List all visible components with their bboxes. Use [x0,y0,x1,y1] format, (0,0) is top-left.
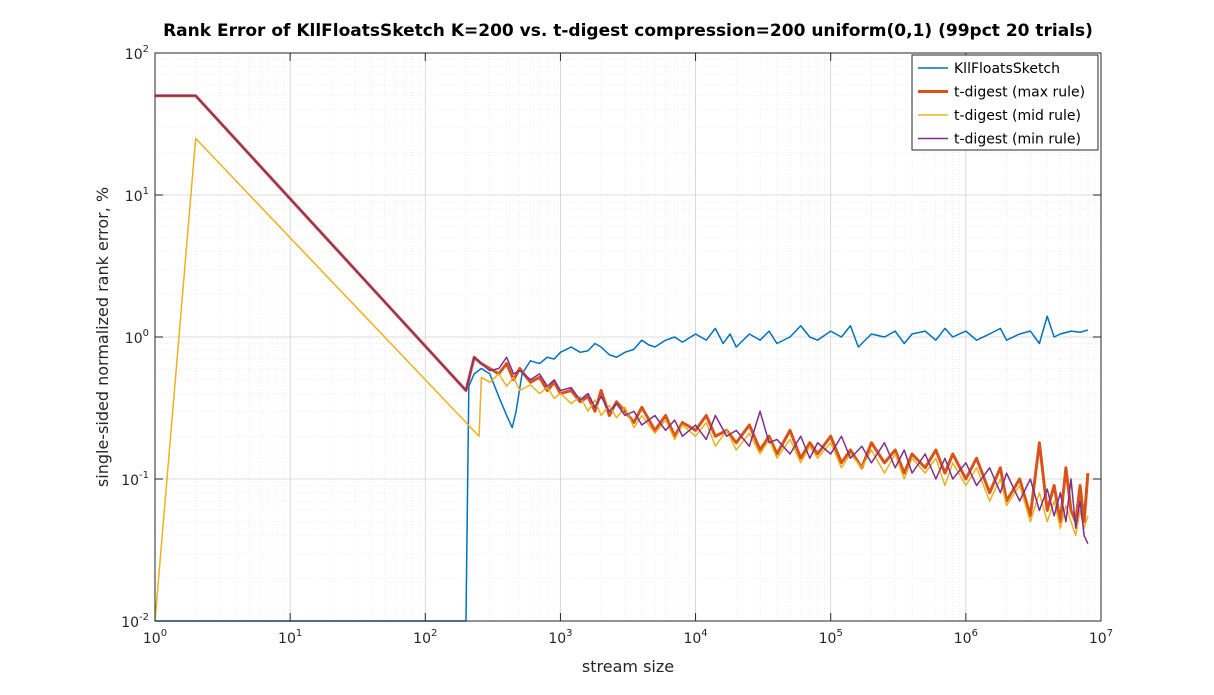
tick-label: 107 [1089,628,1113,647]
legend: KllFloatsSketch t-digest (max rule) t-dige… [911,54,1099,151]
series-line-2 [154,137,1089,622]
tick-label: 102 [125,44,149,63]
tick-label: 106 [954,628,978,647]
y-axis-label: single-sided normalized rank error, % [93,187,112,487]
tick-label: 104 [683,628,707,647]
chart-title: Rank Error of KllFloatsSketch K=200 vs. … [163,21,1093,41]
ticks-layer: 100 101 102 103 104 105 106 107 10-2 10-1 100 101 10… [121,44,1113,647]
tick-label: 100 [125,328,149,347]
tick-label: 100 [143,628,167,647]
tick-label: 103 [548,628,572,647]
tick-label: 10-2 [121,612,149,631]
x-axis-label: stream size [582,657,674,676]
legend-box [911,54,1099,151]
tick-label: 105 [819,628,843,647]
legend-label-1: t-digest (max rule) [954,85,1085,101]
legend-label-0: KllFloatsSketch [954,61,1060,77]
tick-label: 10-1 [121,470,149,489]
tick-label: 101 [278,628,302,647]
tick-label: 102 [413,628,437,647]
legend-label-2: t-digest (mid rule) [954,108,1081,124]
series-line-3 [155,95,1089,545]
series-line-0 [155,315,1089,622]
tick-label: 101 [125,186,149,205]
series-layer [154,94,1090,622]
legend-label-3: t-digest (min rule) [954,132,1081,148]
